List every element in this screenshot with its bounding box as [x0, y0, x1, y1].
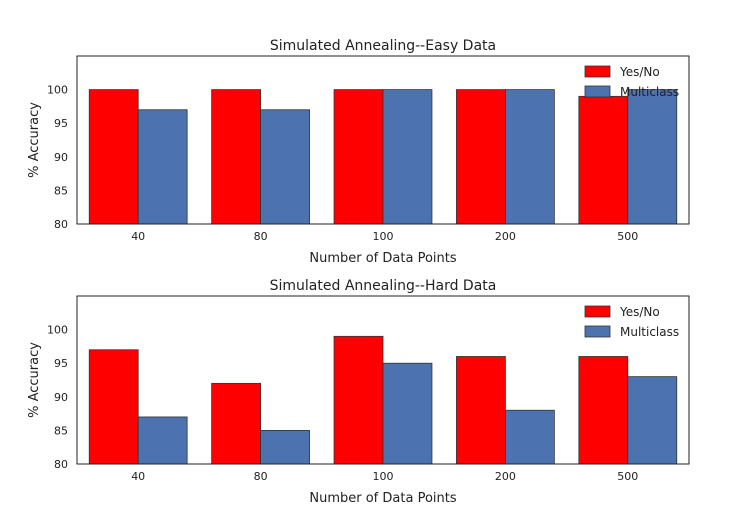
bar-multiclass-80	[260, 109, 310, 225]
plot-frame	[76, 55, 690, 225]
x-tick-label: 200	[495, 230, 516, 243]
bar-yes-no-200	[456, 356, 506, 465]
bar-multiclass-200	[504, 89, 555, 225]
y-tick-label: 100	[47, 324, 68, 337]
bar-multiclass-40	[137, 416, 188, 465]
x-tick-label: 100	[373, 230, 394, 243]
x-tick-label: 200	[495, 470, 516, 483]
easy-data-chart: Simulated Annealing--Easy Data Number of…	[27, 38, 690, 266]
bar-multiclass-100	[382, 89, 433, 225]
y-tick-labels: 80 85 90 95 100	[47, 84, 68, 231]
x-tick-label: 80	[254, 230, 268, 243]
y-tick-label: 90	[54, 391, 68, 404]
y-tick-label: 85	[54, 184, 68, 197]
legend: Yes/No Multiclass	[584, 65, 679, 99]
y-tick-label: 85	[54, 424, 68, 437]
bar-yes-no-40	[88, 349, 139, 465]
plot-frame	[76, 295, 690, 465]
chart-title: Simulated Annealing--Easy Data	[270, 38, 496, 54]
y-axis-label: % Accuracy	[27, 342, 42, 418]
bar-group	[88, 335, 678, 465]
x-axis-label: Number of Data Points	[309, 491, 456, 506]
legend-label: Yes/No	[619, 65, 660, 79]
bar-multiclass-80	[260, 429, 310, 465]
x-axis-label: Number of Data Points	[309, 251, 456, 266]
bar-yes-no-80	[211, 382, 261, 465]
x-tick-labels: 40 80 100 200 500	[131, 470, 638, 483]
y-tick-label: 80	[54, 218, 68, 231]
bar-yes-no-200	[456, 89, 506, 225]
legend-label: Multiclass	[620, 325, 679, 339]
legend-swatch	[584, 325, 611, 338]
x-tick-label: 500	[617, 230, 638, 243]
bar-yes-no-40	[88, 89, 139, 225]
x-tick-label: 500	[617, 470, 638, 483]
legend-swatch	[584, 65, 611, 78]
y-tick-label: 95	[54, 357, 68, 370]
bar-group	[88, 89, 678, 225]
y-tick-label: 90	[54, 151, 68, 164]
bar-yes-no-500	[578, 95, 629, 225]
y-axis-label: % Accuracy	[27, 102, 42, 178]
bar-multiclass-200	[504, 409, 555, 465]
legend-label: Multiclass	[620, 85, 679, 99]
y-tick-labels: 80 85 90 95 100	[47, 324, 68, 471]
x-tick-label: 40	[131, 470, 145, 483]
x-tick-label: 40	[131, 230, 145, 243]
legend-swatch	[584, 305, 611, 318]
bar-multiclass-500	[627, 89, 678, 225]
legend-swatch	[584, 85, 611, 98]
chart-title: Simulated Annealing--Hard Data	[270, 278, 497, 294]
x-tick-labels: 40 80 100 200 500	[131, 230, 638, 243]
x-tick-label: 100	[373, 470, 394, 483]
bar-yes-no-100	[333, 89, 384, 225]
y-tick-label: 80	[54, 458, 68, 471]
hard-data-chart: Simulated Annealing--Hard Data Number of…	[27, 278, 690, 506]
bar-yes-no-500	[578, 356, 629, 465]
legend: Yes/No Multiclass	[584, 305, 679, 339]
bar-multiclass-500	[627, 376, 678, 465]
bar-multiclass-100	[382, 362, 433, 465]
bar-multiclass-40	[137, 109, 188, 225]
x-tick-label: 80	[254, 470, 268, 483]
y-tick-label: 100	[47, 84, 68, 97]
legend-label: Yes/No	[619, 305, 660, 319]
y-tick-label: 95	[54, 117, 68, 130]
bar-yes-no-80	[211, 89, 261, 225]
bar-yes-no-100	[333, 335, 384, 465]
